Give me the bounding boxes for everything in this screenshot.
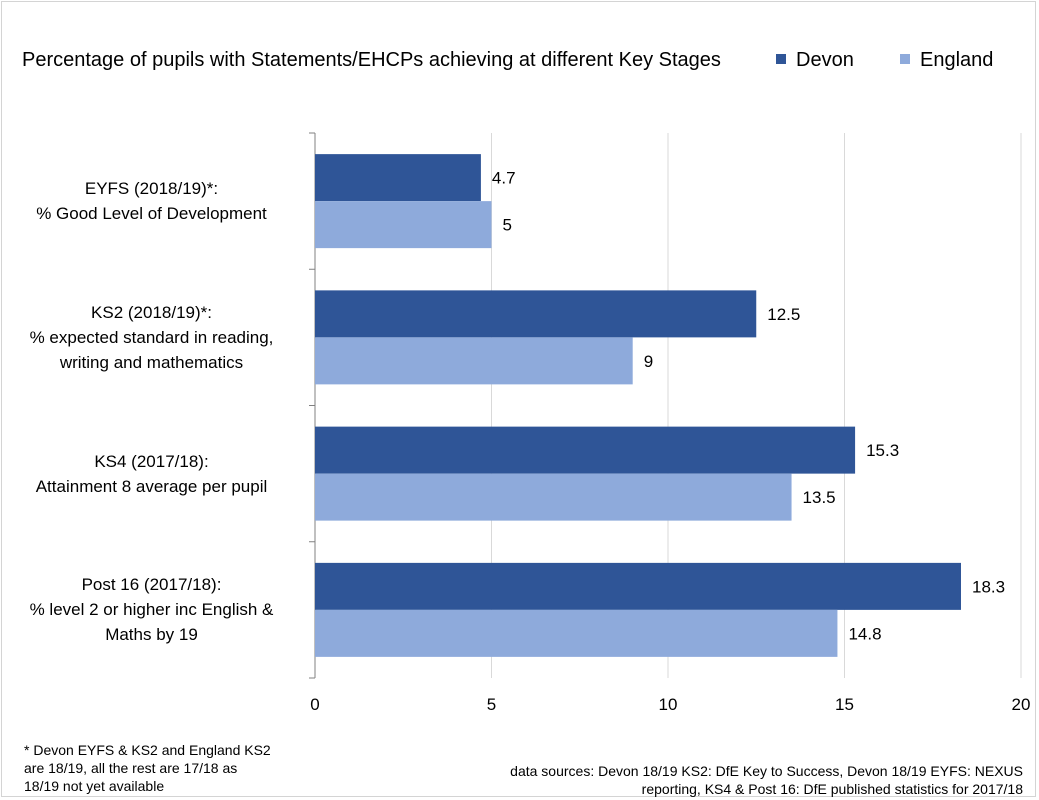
footnote-availability: * Devon EYFS & KS2 and England KS2 are 1… xyxy=(24,741,271,795)
footnote-line: are 18/19, all the rest are 17/18 as xyxy=(24,760,238,776)
category-label-line: Attainment 8 average per pupil xyxy=(35,476,268,496)
category-label-line: Maths by 19 xyxy=(105,625,198,645)
bar-england xyxy=(315,473,792,521)
x-tick-label: 0 xyxy=(310,695,319,714)
footnote-data-sources: data sources: Devon 18/19 KS2: DfE Key t… xyxy=(510,762,1023,798)
footnote-line: reporting, KS4 & Post 16: DfE published … xyxy=(641,781,1023,797)
legend-item-devon: Devon xyxy=(776,49,854,72)
category-label-line: KS2 (2018/19)*: xyxy=(91,302,212,322)
data-label-england: 9 xyxy=(644,352,653,371)
data-label-devon: 15.3 xyxy=(866,441,899,460)
bar-england xyxy=(315,609,838,657)
legend-label-devon: Devon xyxy=(796,49,854,71)
legend-label-england: England xyxy=(920,49,994,71)
category-label-line: % expected standard in reading, xyxy=(29,327,274,347)
bar-england xyxy=(315,337,633,385)
data-label-england: 14.8 xyxy=(848,624,881,643)
category-label-ks4: KS4 (2017/18): Attainment 8 average per … xyxy=(0,449,303,499)
category-label-line: writing and mathematics xyxy=(59,352,244,372)
category-label-line: EYFS (2018/19)*: xyxy=(84,179,219,199)
x-tick-label: 10 xyxy=(659,695,678,714)
category-label-line: Post 16 (2017/18): xyxy=(81,575,222,595)
category-label-line: KS4 (2017/18): xyxy=(94,451,209,471)
x-tick-label: 15 xyxy=(835,695,854,714)
chart-title: Percentage of pupils with Statements/EHC… xyxy=(22,49,721,71)
x-tick-label: 5 xyxy=(487,695,496,714)
legend-swatch-devon xyxy=(776,54,786,64)
x-tick-label: 20 xyxy=(1012,695,1031,714)
footnote-line: * Devon EYFS & KS2 and England KS2 xyxy=(24,742,271,758)
legend-item-england: England xyxy=(900,49,993,72)
data-label-devon: 18.3 xyxy=(972,577,1005,596)
category-label-post16: Post 16 (2017/18): % level 2 or higher i… xyxy=(0,572,303,647)
category-label-line: % level 2 or higher inc English & xyxy=(29,600,274,620)
bar-devon xyxy=(315,290,757,338)
category-label-ks2: KS2 (2018/19)*: % expected standard in r… xyxy=(0,300,303,375)
bar-devon xyxy=(315,154,481,202)
data-label-england: 13.5 xyxy=(803,488,836,507)
footnote-line: 18/19 not yet available xyxy=(24,778,165,794)
category-label-eyfs: EYFS (2018/19)*: % Good Level of Develop… xyxy=(0,176,303,226)
footnote-line: data sources: Devon 18/19 KS2: DfE Key t… xyxy=(510,763,1023,779)
bar-england xyxy=(315,201,492,249)
category-label-line: % Good Level of Development xyxy=(36,204,267,224)
bar-devon xyxy=(315,562,961,610)
data-label-devon: 4.7 xyxy=(492,169,516,188)
bar-devon xyxy=(315,426,856,474)
legend-swatch-england xyxy=(900,54,910,64)
data-label-england: 5 xyxy=(503,216,512,235)
data-label-devon: 12.5 xyxy=(767,305,800,324)
